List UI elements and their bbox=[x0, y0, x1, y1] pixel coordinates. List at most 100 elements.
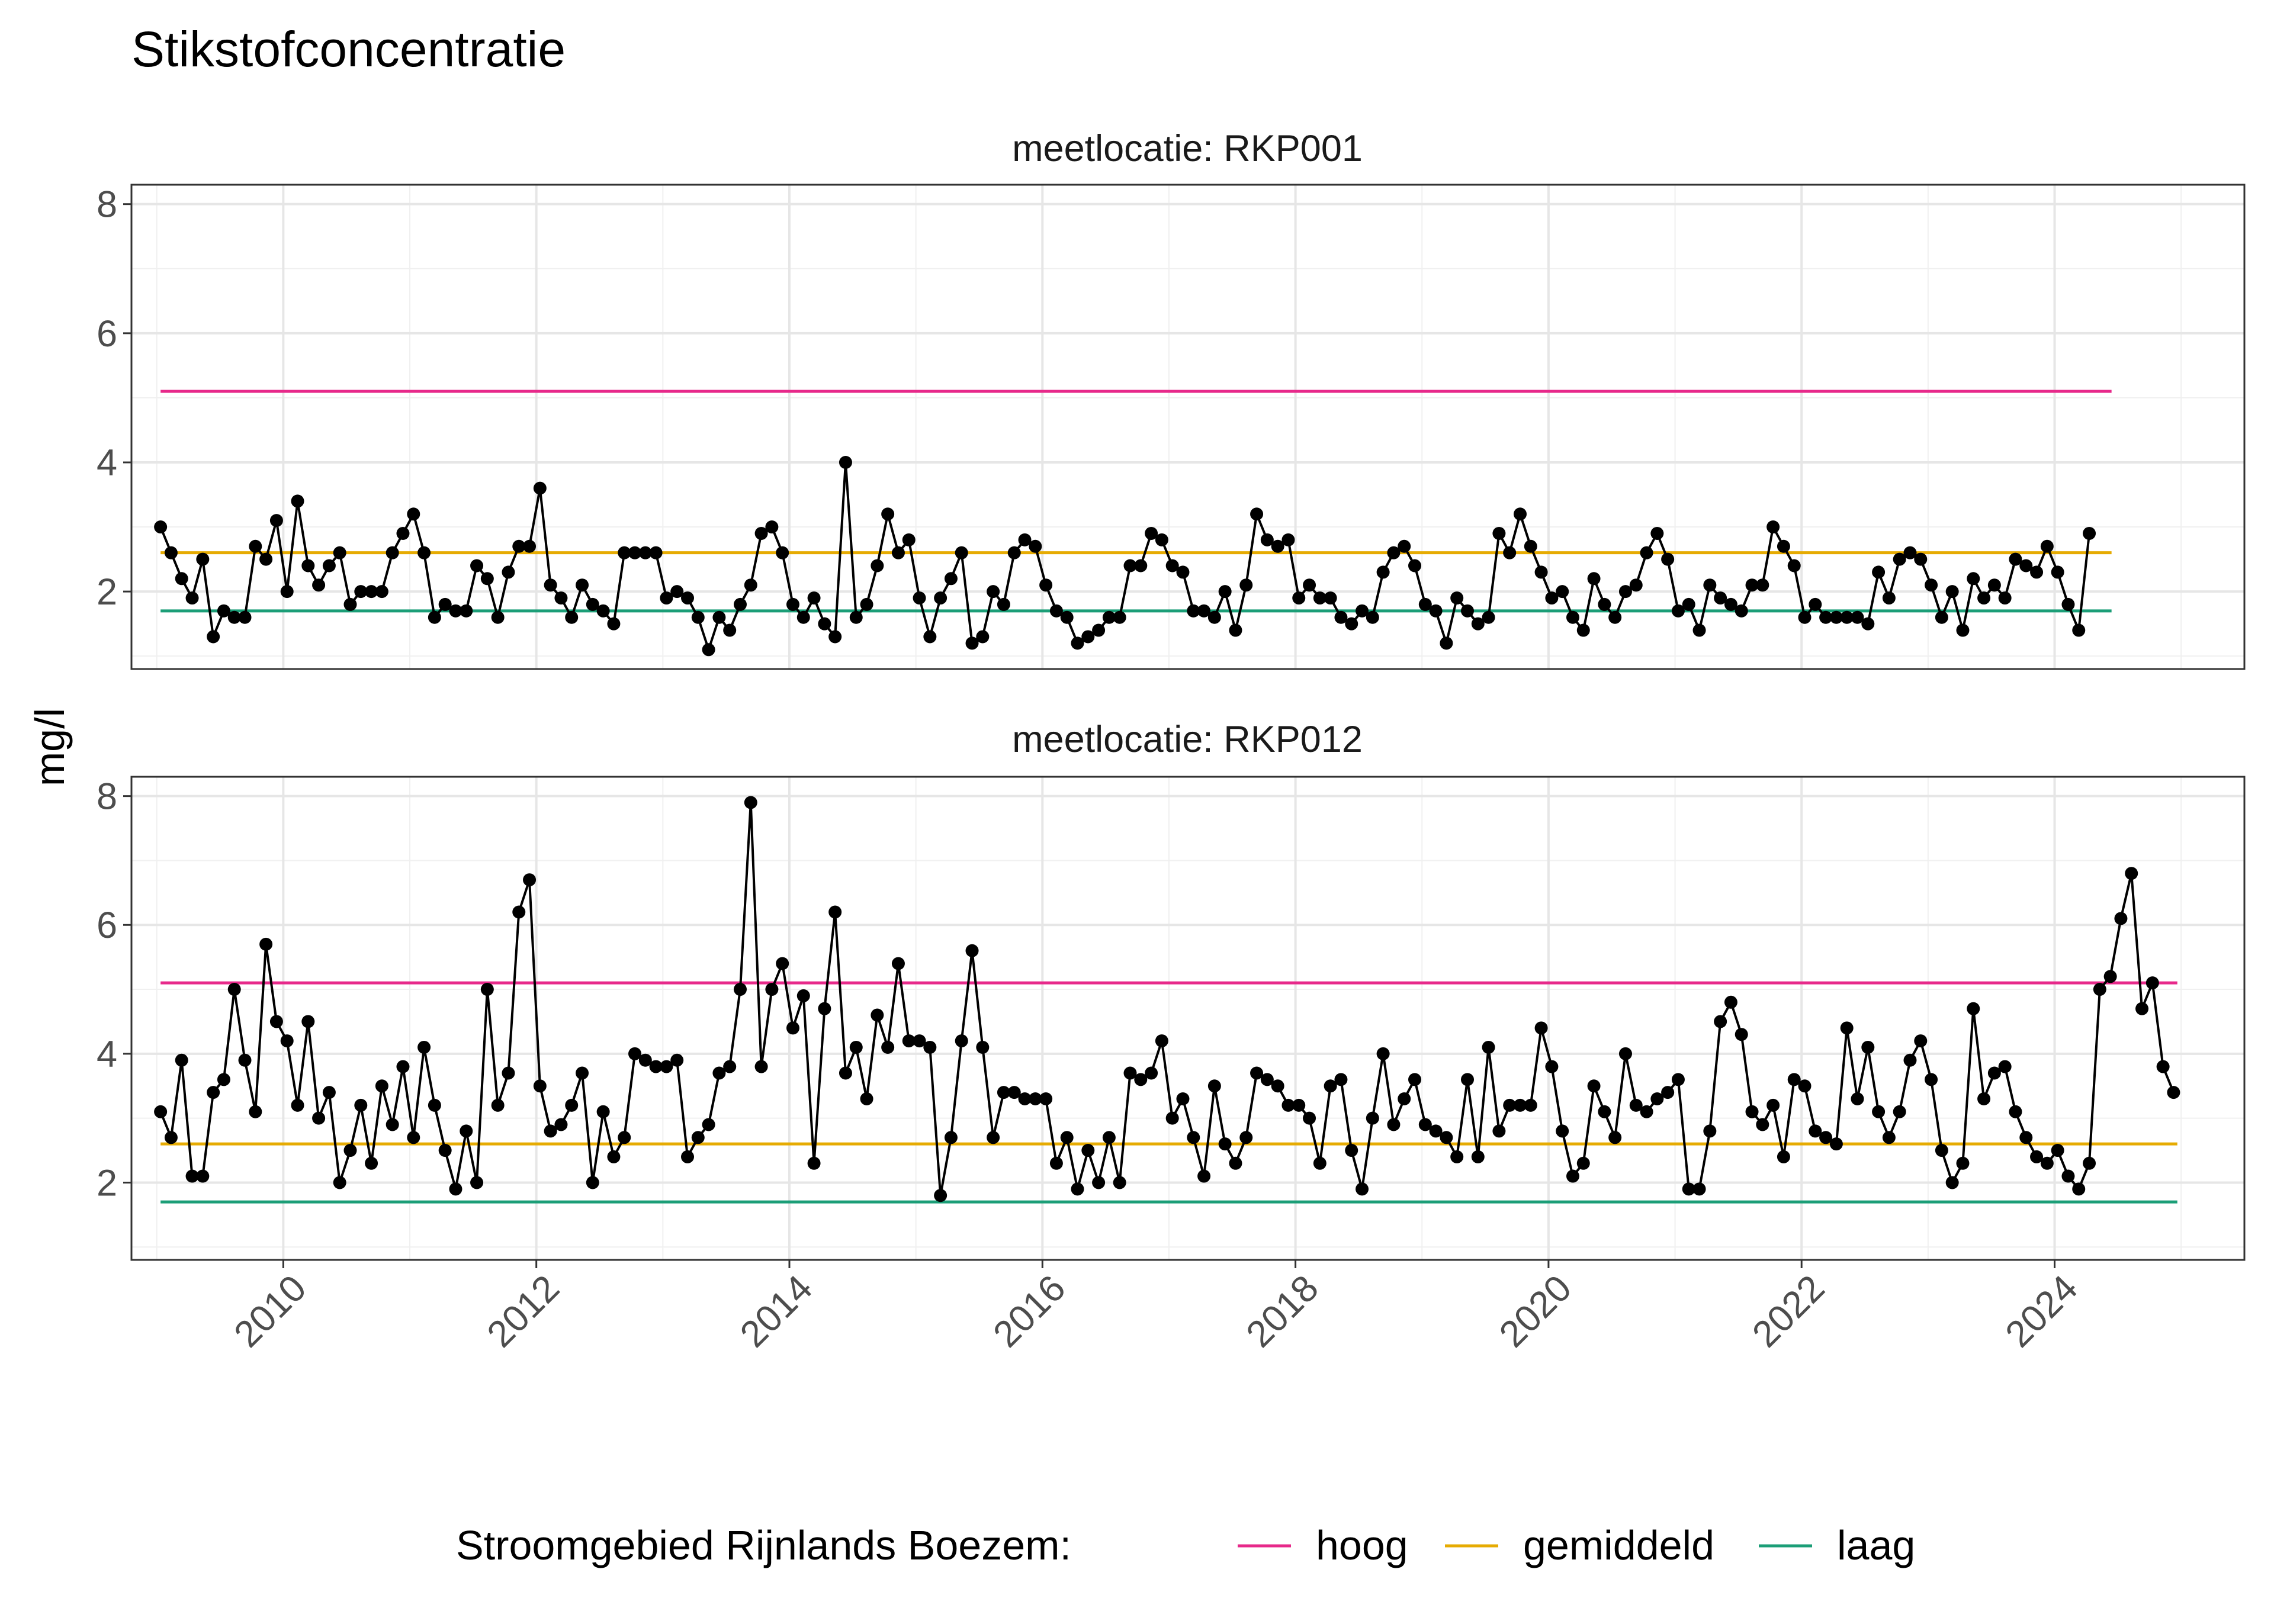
data-point bbox=[660, 1060, 673, 1073]
data-point bbox=[923, 1040, 937, 1054]
data-point bbox=[1155, 1034, 1168, 1048]
data-point bbox=[1798, 610, 1812, 624]
data-point bbox=[1356, 604, 1369, 618]
data-point bbox=[1735, 604, 1748, 618]
data-point bbox=[1176, 1092, 1190, 1105]
data-point bbox=[544, 578, 557, 592]
data-point bbox=[512, 539, 526, 553]
data-point bbox=[670, 585, 684, 599]
data-point bbox=[1366, 1111, 1379, 1125]
data-point bbox=[1545, 1060, 1559, 1073]
panel-background bbox=[131, 777, 2244, 1260]
data-point bbox=[238, 1053, 252, 1067]
data-point bbox=[207, 630, 220, 644]
data-point bbox=[744, 578, 757, 592]
data-point bbox=[607, 617, 621, 631]
data-point bbox=[754, 1060, 768, 1073]
data-point bbox=[1893, 1105, 1906, 1118]
data-point bbox=[343, 597, 357, 611]
data-point bbox=[417, 546, 431, 559]
data-point bbox=[480, 983, 494, 996]
data-point bbox=[2072, 623, 2086, 637]
data-point bbox=[1092, 1176, 1106, 1189]
data-point bbox=[1229, 623, 1242, 637]
data-point bbox=[649, 1060, 663, 1073]
data-point bbox=[365, 1156, 378, 1170]
data-point bbox=[1408, 1073, 1422, 1086]
data-point bbox=[269, 1015, 283, 1028]
y-tick-label: 4 bbox=[97, 442, 117, 484]
data-point bbox=[1334, 610, 1348, 624]
data-point bbox=[1334, 1073, 1348, 1086]
data-point bbox=[1049, 604, 1063, 618]
data-point bbox=[1165, 1111, 1179, 1125]
data-point bbox=[1840, 1021, 1854, 1035]
data-point bbox=[1071, 1182, 1084, 1196]
data-point bbox=[965, 944, 979, 957]
data-point bbox=[702, 1118, 715, 1131]
data-point bbox=[1007, 546, 1021, 559]
data-point bbox=[1714, 1015, 1727, 1028]
data-point bbox=[1376, 565, 1390, 579]
data-point bbox=[1482, 1040, 1495, 1054]
data-point bbox=[449, 1182, 462, 1196]
data-point bbox=[765, 983, 779, 996]
data-point bbox=[375, 585, 388, 599]
data-point bbox=[1102, 1131, 1116, 1144]
data-point bbox=[1819, 610, 1833, 624]
data-point bbox=[1218, 585, 1232, 599]
data-point bbox=[1271, 1079, 1284, 1093]
data-point bbox=[1556, 1124, 1569, 1138]
data-point bbox=[196, 552, 210, 566]
data-point bbox=[1187, 604, 1200, 618]
data-point bbox=[417, 1040, 431, 1054]
data-point bbox=[2040, 1156, 2054, 1170]
data-point bbox=[512, 905, 526, 919]
data-point bbox=[523, 873, 537, 887]
data-point bbox=[565, 610, 579, 624]
data-point bbox=[1956, 1156, 1970, 1170]
data-point bbox=[881, 507, 895, 521]
data-point bbox=[860, 1092, 873, 1105]
data-point bbox=[1872, 1105, 1886, 1118]
data-point bbox=[913, 1034, 926, 1048]
legend-label-gemiddeld: gemiddeld bbox=[1523, 1522, 1714, 1568]
data-point bbox=[175, 1053, 188, 1067]
data-point bbox=[343, 1144, 357, 1157]
data-point bbox=[871, 1008, 884, 1022]
data-point bbox=[333, 1176, 346, 1189]
data-point bbox=[828, 905, 842, 919]
data-point bbox=[1851, 610, 1864, 624]
data-point bbox=[586, 1176, 599, 1189]
data-point bbox=[1661, 552, 1675, 566]
data-point bbox=[955, 546, 968, 559]
data-point bbox=[1513, 507, 1527, 521]
data-point bbox=[1018, 1092, 1032, 1105]
data-point bbox=[438, 1144, 452, 1157]
x-tick-label: 2022 bbox=[1745, 1268, 1833, 1356]
data-point bbox=[1313, 591, 1326, 605]
data-point bbox=[1345, 1144, 1358, 1157]
data-point bbox=[1566, 1169, 1579, 1183]
data-point bbox=[1987, 578, 2001, 592]
data-point bbox=[1903, 1053, 1917, 1067]
data-point bbox=[249, 1105, 262, 1118]
data-point bbox=[470, 559, 484, 573]
data-point bbox=[1861, 617, 1875, 631]
data-point bbox=[438, 597, 452, 611]
data-point bbox=[849, 1040, 863, 1054]
data-point bbox=[1060, 1131, 1074, 1144]
data-point bbox=[576, 1066, 589, 1080]
data-point bbox=[913, 591, 926, 605]
data-point bbox=[1576, 1156, 1590, 1170]
x-axis: 2010 2012 2014 2016 2018 2020 2022 2024 bbox=[226, 1260, 2086, 1355]
data-point bbox=[1376, 1047, 1390, 1060]
data-point bbox=[1618, 1047, 1632, 1060]
data-point bbox=[723, 623, 737, 637]
data-point bbox=[849, 610, 863, 624]
data-point bbox=[1324, 1079, 1337, 1093]
data-point bbox=[1629, 578, 1643, 592]
data-point bbox=[1060, 610, 1074, 624]
y-tick-label: 6 bbox=[97, 905, 117, 946]
data-point bbox=[1692, 1182, 1706, 1196]
